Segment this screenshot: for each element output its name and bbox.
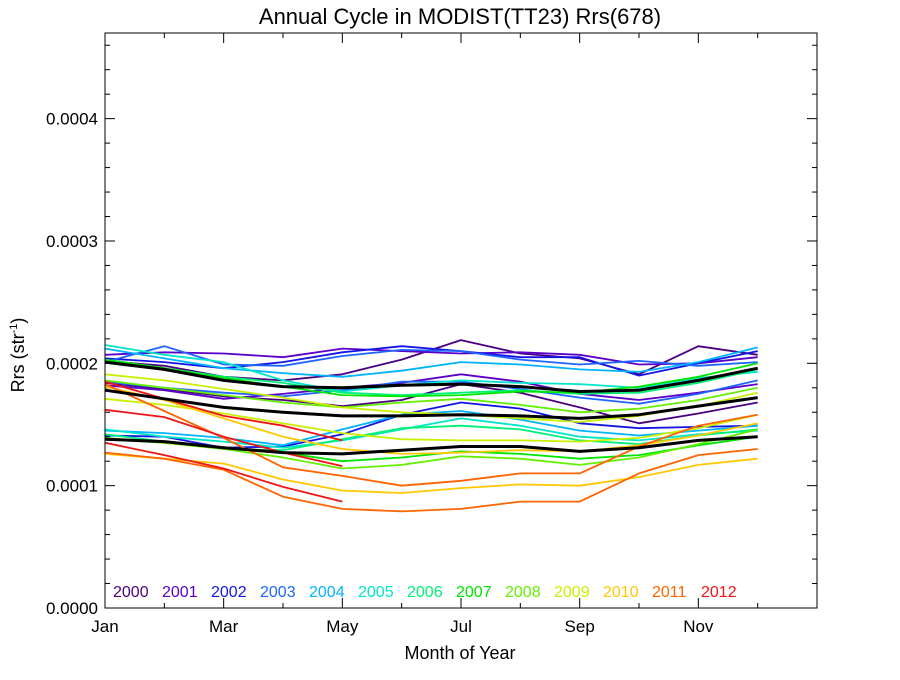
series-line-2001: [104, 347, 758, 366]
series-line-2012: [104, 441, 343, 503]
legend-item-2009: 2009: [554, 584, 590, 601]
legend-item-2001: 2001: [162, 584, 198, 601]
chart-title: Annual Cycle in MODIST(TT23) Rrs(678): [259, 4, 661, 29]
x-tick-label: Jul: [450, 617, 472, 636]
series-line-2000: [104, 382, 758, 425]
series-line-2011: [104, 448, 758, 513]
y-axis-label: Rrs (str-1): [8, 318, 28, 393]
tick-marks: [104, 33, 817, 609]
x-tick-label: Nov: [683, 617, 714, 636]
y-tick-labels: 0.0000 0.0001 0.0002 0.0003 0.0004: [46, 110, 98, 618]
y-tick-label: 0.0000: [46, 599, 98, 618]
legend-item-2008: 2008: [505, 584, 541, 601]
series-line-2006: [104, 358, 758, 397]
series-line-2009: [104, 397, 758, 443]
y-tick-label: 0.0001: [46, 477, 98, 496]
y-tick-label: 0.0002: [46, 354, 98, 373]
x-tick-label: Sep: [565, 617, 595, 636]
y-tick-label: 0.0003: [46, 232, 98, 251]
y-tick-label: 0.0004: [46, 110, 98, 129]
legend-item-2004: 2004: [309, 584, 345, 601]
y-axis-label-exponent: -1: [8, 324, 20, 334]
series-line-2001: [104, 373, 758, 401]
mean-line: [104, 435, 758, 456]
mean-line: [104, 360, 759, 393]
legend-item-2007: 2007: [456, 584, 492, 601]
legend-item-2005: 2005: [358, 584, 394, 601]
series-line-2005: [104, 417, 758, 449]
legend-item-2006: 2006: [407, 584, 443, 601]
y-axis-label-close: ): [8, 318, 28, 324]
x-tick-labels: Jan Mar May Jul Sep Nov: [91, 617, 714, 636]
y-axis-label-main: Rrs (str: [8, 333, 28, 392]
legend-item-2003: 2003: [260, 584, 296, 601]
x-tick-label: May: [326, 617, 359, 636]
mean-line: [104, 388, 758, 420]
series-line-2007: [104, 358, 758, 398]
series-line-2003: [104, 379, 758, 405]
plot-frame: [104, 32, 818, 609]
x-tick-label: Mar: [209, 617, 239, 636]
series-line-2004: [104, 346, 758, 378]
series-lines: [104, 339, 759, 513]
x-axis-label: Month of Year: [404, 643, 515, 663]
legend-item-2011: 2011: [652, 584, 687, 601]
series-line-2012: [104, 408, 343, 467]
series-line-2005: [104, 344, 758, 393]
legend-item-2010: 2010: [603, 584, 639, 601]
series-line-2010: [104, 453, 758, 494]
legend-item-2000: 2000: [113, 584, 149, 601]
series-line-2012: [104, 380, 343, 442]
legend-item-2002: 2002: [211, 584, 247, 601]
legend-item-2012: 2012: [701, 584, 737, 601]
x-tick-label: Jan: [91, 617, 118, 636]
series-line-2008: [104, 379, 758, 414]
legend: 2000 2001 2002 2003 2004 2005 2006 2007 2008 2009…: [113, 584, 737, 601]
